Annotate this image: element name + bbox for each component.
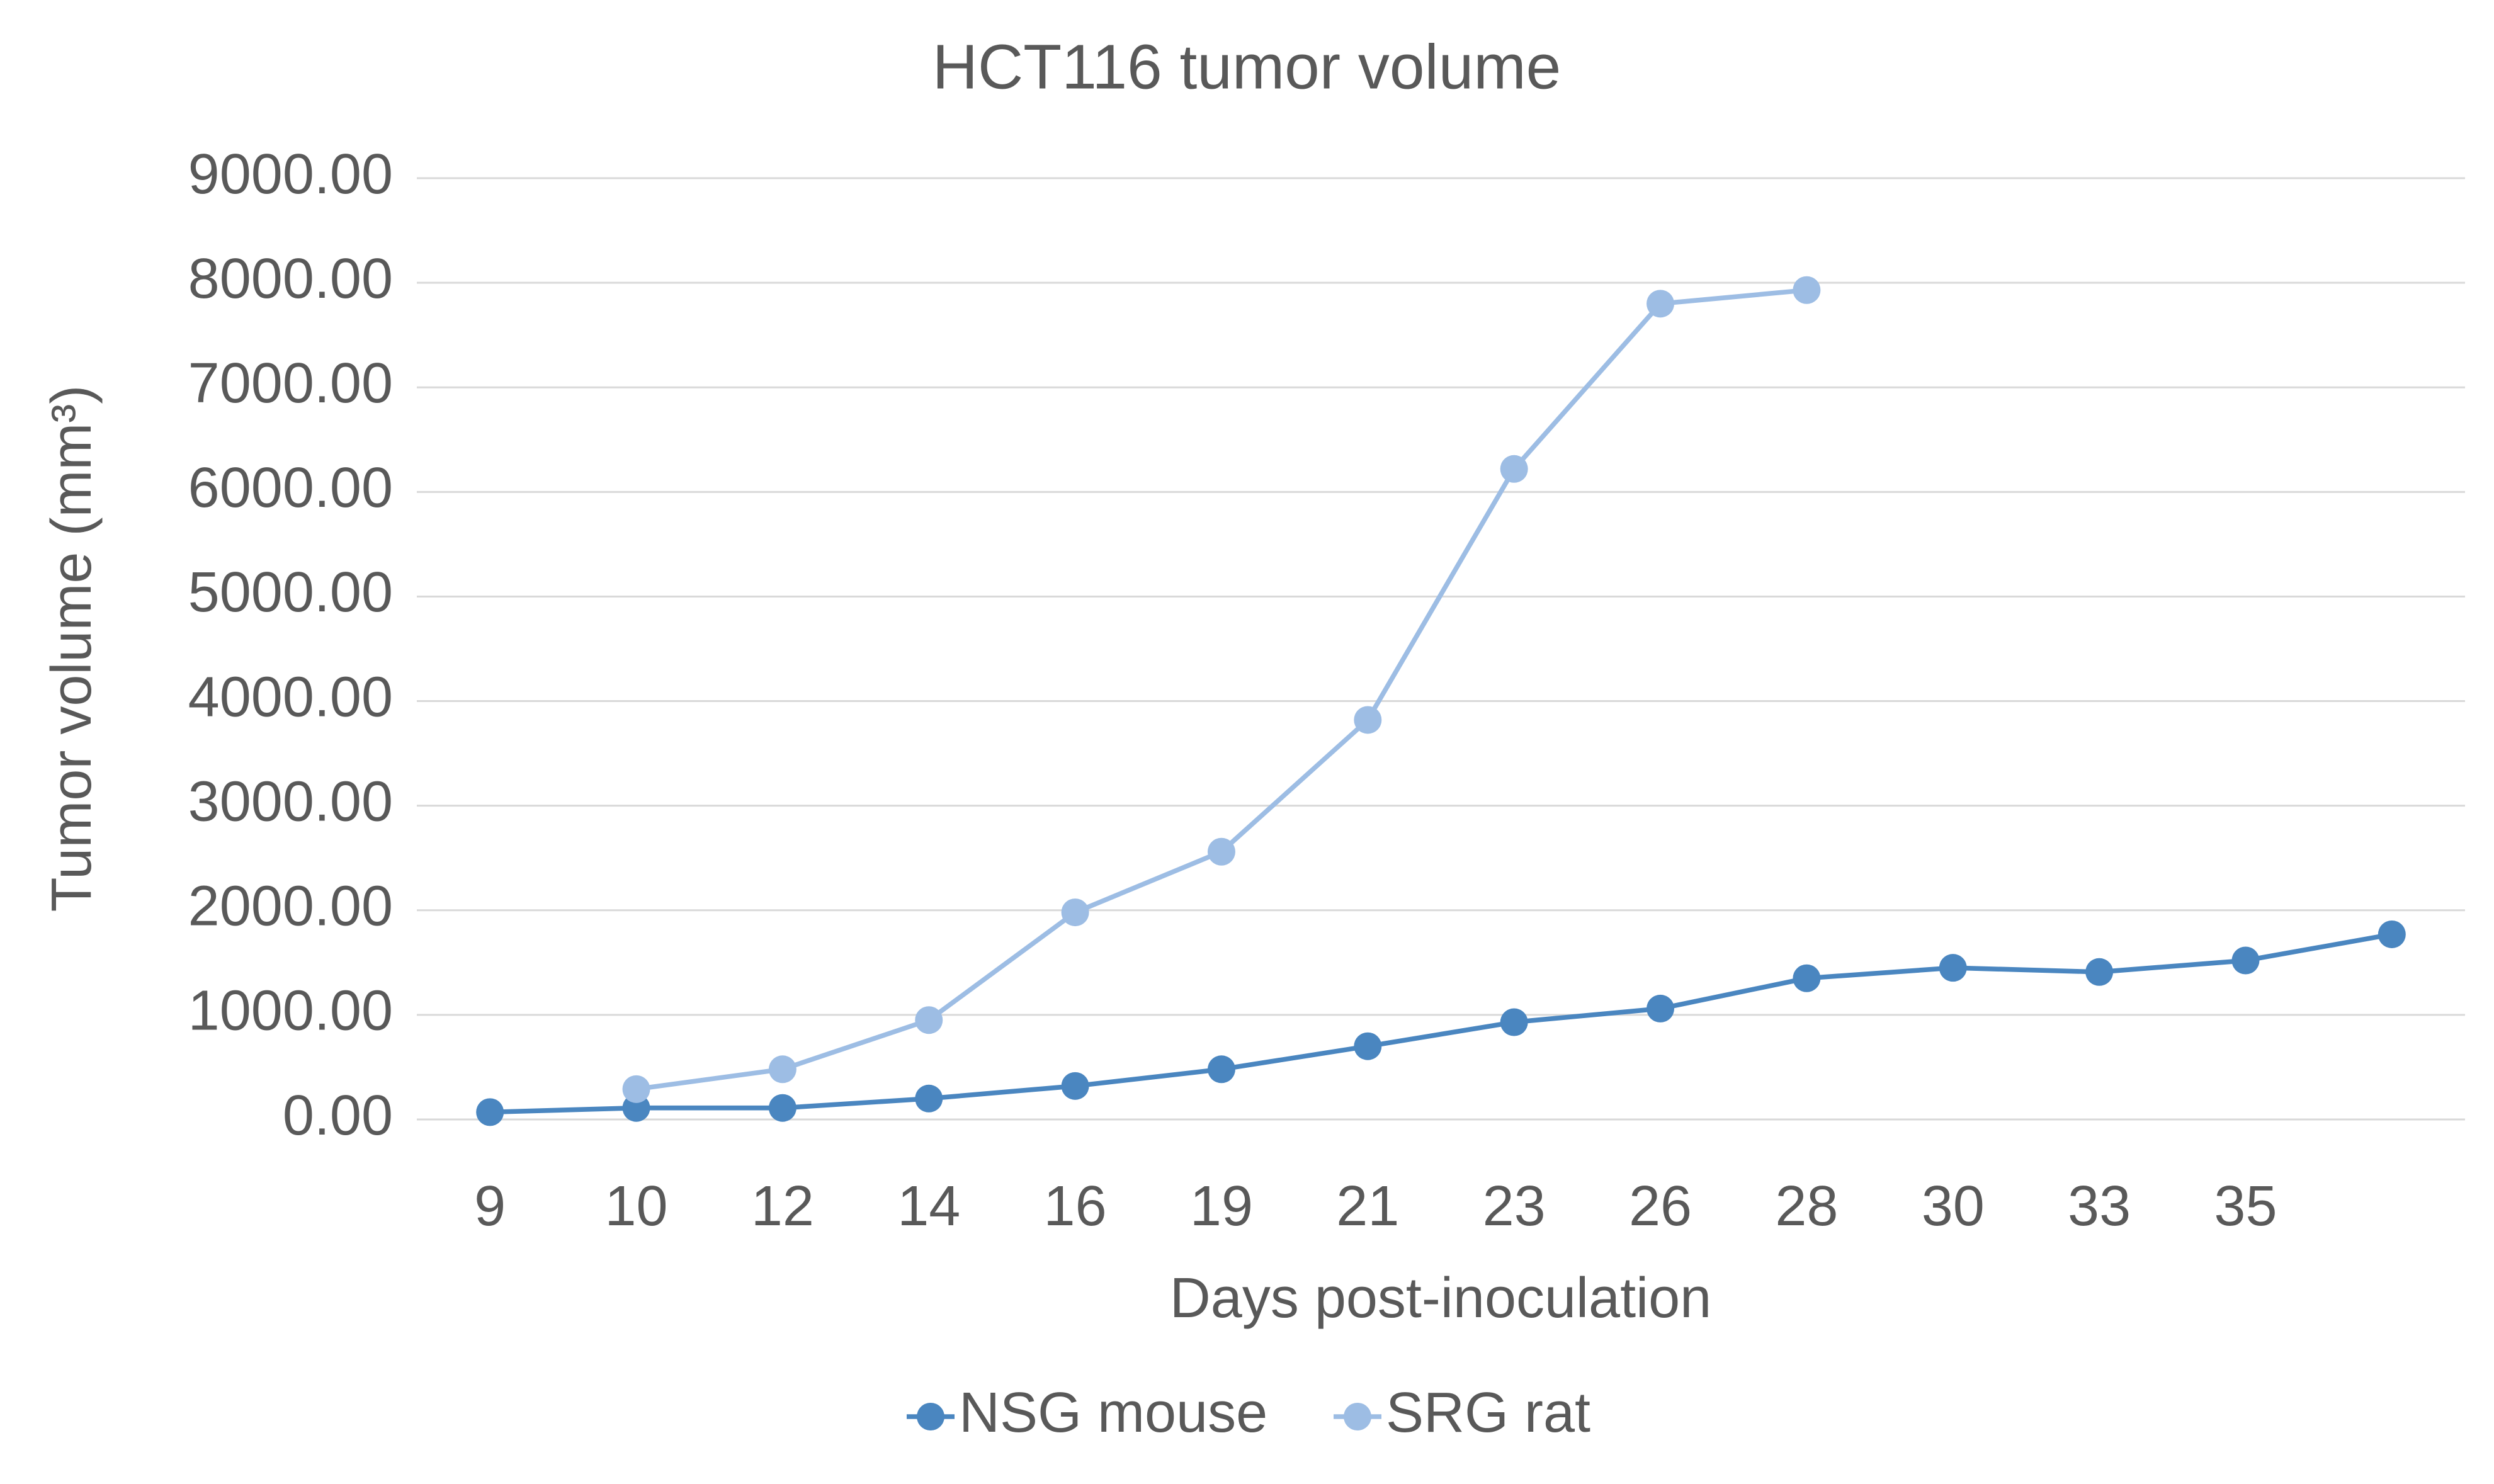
data-point [1354,706,1382,734]
x-tick-label: 21 [1336,1175,1399,1238]
data-point [1500,455,1528,483]
data-point [1061,1072,1089,1100]
series-line [636,287,1807,1092]
x-tick-label: 35 [2214,1175,2277,1238]
data-point [1647,994,1675,1022]
data-point [915,1006,943,1034]
data-point [2378,920,2406,948]
data-point [1207,837,1235,866]
x-tick-label: 16 [1044,1175,1107,1238]
data-point [2231,946,2260,975]
data-point [2085,958,2114,986]
data-point [768,1094,796,1122]
data-point [1939,954,1967,982]
y-tick-label: 9000.00 [188,143,393,206]
data-point [1500,1008,1528,1036]
x-axis-title: Days post-inoculation [1170,1267,1711,1330]
series-line [490,932,2393,1115]
x-tick-label: 12 [751,1175,814,1238]
legend-marker [1344,1403,1371,1430]
x-tick-label: 33 [2068,1175,2131,1238]
data-point [1207,1055,1235,1084]
y-tick-label: 8000.00 [188,247,393,310]
y-tick-label: 0.00 [283,1084,393,1147]
y-tick-label: 5000.00 [188,561,393,624]
data-point [1793,964,1821,992]
data-point [1061,898,1089,927]
data-point [768,1055,796,1084]
y-tick-label: 4000.00 [188,666,393,728]
data-point [915,1084,943,1113]
y-tick-label: 1000.00 [188,980,393,1043]
data-point [1354,1032,1382,1060]
data-point [1647,290,1675,318]
x-tick-label: 14 [897,1175,960,1238]
legend-label: SRG rat [1386,1381,1590,1444]
y-tick-label: 2000.00 [188,875,393,938]
x-tick-label: 30 [1922,1175,1985,1238]
y-tick-label: 6000.00 [188,456,393,519]
x-tick-label: 10 [604,1175,667,1238]
y-axis-title: Tumor volume (mm³) [40,385,103,912]
data-point [1793,276,1821,304]
x-tick-label: 26 [1629,1175,1692,1238]
legend-marker [917,1403,944,1430]
data-point [476,1098,504,1126]
x-tick-label: 23 [1483,1175,1546,1238]
legend-label: NSG mouse [959,1381,1267,1444]
x-tick-label: 28 [1775,1175,1838,1238]
x-tick-label: 9 [474,1175,506,1238]
y-tick-label: 7000.00 [188,352,393,415]
x-tick-label: 19 [1190,1175,1253,1238]
y-tick-label: 3000.00 [188,770,393,833]
chart-title: HCT116 tumor volume [932,31,1562,102]
data-point [622,1075,650,1103]
